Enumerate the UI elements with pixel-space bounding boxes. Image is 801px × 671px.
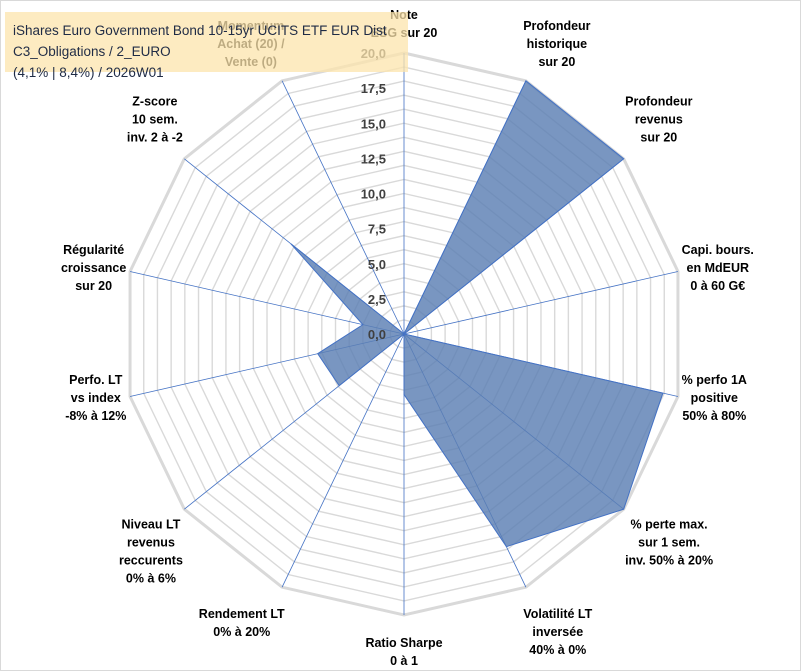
radar-axis-label-line: Volatilité LT <box>523 607 592 621</box>
radar-axis-label-line: Perfo. LT <box>69 373 123 387</box>
radar-series-area <box>290 80 664 548</box>
radar-axis-label-line: en MdEUR <box>687 261 750 275</box>
radar-axis-label-line: positive <box>691 391 738 405</box>
radar-axis-label-line: sur 20 <box>75 279 112 293</box>
radar-tick-label: 7,5 <box>368 222 386 237</box>
radar-axis-label-line: sur 1 sem. <box>638 536 700 550</box>
radar-axis-label: % perte max. sur 1 sem. inv. 50% à 20% <box>625 518 713 568</box>
radar-spoke <box>281 333 405 588</box>
radar-spoke <box>403 271 679 335</box>
radar-tick-label: 10,0 <box>361 187 386 202</box>
radar-axis-label-line: reccurents <box>119 554 183 568</box>
radar-axis-label: Z-score 10 sem. inv. 2 à -2 <box>127 94 183 144</box>
radar-axis-label-line: 40% à 0% <box>529 643 586 657</box>
radar-axis-label-line: historique <box>527 37 587 51</box>
radar-axis-label-line: 0 à 1 <box>390 654 418 668</box>
radar-axis-label-line: 50% à 80% <box>682 409 746 423</box>
radar-axis-label-line: Régularité <box>63 243 124 257</box>
radar-axis-label-line: croissance <box>61 261 126 275</box>
radar-axis-label-line: sur 20 <box>538 55 575 69</box>
radar-axis-label: Profondeur historique sur 20 <box>523 19 590 69</box>
radar-axis-label-line: Z-score <box>132 94 177 108</box>
radar-spoke <box>129 271 405 335</box>
radar-axis-label-line: Capi. bours. <box>682 243 754 257</box>
chart-title-fund: iShares Euro Government Bond 10-15yr UCI… <box>13 23 387 38</box>
radar-tick-label: 0,0 <box>368 327 386 342</box>
radar-axis-label-line: 0% à 20% <box>213 625 270 639</box>
radar-axis-label: Perfo. LT vs index -8% à 12% <box>65 373 126 423</box>
radar-axis-label-line: 10 sem. <box>132 112 178 126</box>
radar-axis-label-line: revenus <box>127 536 175 550</box>
radar-axis-label-line: inversée <box>532 625 583 639</box>
radar-axis-label-line: revenus <box>635 112 683 126</box>
radar-axis-label-line: Rendement LT <box>199 607 285 621</box>
radar-axis-label: Niveau LT revenus reccurents 0% à 6% <box>119 518 183 586</box>
radar-tick-label: 5,0 <box>368 257 386 272</box>
radar-tick-label: 12,5 <box>361 151 386 166</box>
radar-tick-label: 17,5 <box>361 81 386 96</box>
radar-axis-label: Régularité croissance sur 20 <box>61 243 126 293</box>
radar-spoke <box>281 80 405 335</box>
radar-axis-label-line: inv. 2 à -2 <box>127 130 183 144</box>
radar-axis-label-line: % perfo 1A <box>682 373 747 387</box>
radar-axis-label: Profondeur revenus sur 20 <box>625 94 692 144</box>
chart-title-box: iShares Euro Government Bond 10-15yr UCI… <box>5 12 408 80</box>
radar-axis-label: Ratio Sharpe 0 à 1 <box>365 636 442 668</box>
radar-tick-label: 2,5 <box>368 292 386 307</box>
radar-tick-labels: 0,02,55,07,510,012,515,017,520,0 <box>361 46 386 342</box>
radar-axis-label: % perfo 1A positive 50% à 80% <box>682 373 747 423</box>
radar-axis-label-line: vs index <box>71 391 121 405</box>
radar-axis-label-line: % perte max. <box>631 518 708 532</box>
radar-axis-label: Capi. bours. en MdEUR 0 à 60 G€ <box>682 243 754 293</box>
radar-axis-label-line: inv. 50% à 20% <box>625 554 713 568</box>
chart-title-category: C3_Obligations / 2_EURO <box>13 44 171 59</box>
radar-axis-label-line: sur 20 <box>640 130 677 144</box>
radar-axis-label-line: Profondeur <box>625 94 692 108</box>
radar-series <box>290 80 664 548</box>
radar-axis-label-line: Ratio Sharpe <box>365 636 442 650</box>
chart-title-period: (4,1% | 8,4%) / 2026W01 <box>13 65 164 80</box>
radar-axis-label-line: Profondeur <box>523 19 590 33</box>
radar-axis-label-line: 0% à 6% <box>126 572 176 586</box>
radar-axis-label-line: -8% à 12% <box>65 409 126 423</box>
radar-axis-label-line: 0 à 60 G€ <box>690 279 745 293</box>
radar-axis-label: Volatilité LT inversée 40% à 0% <box>523 607 592 657</box>
radar-axis-label: Rendement LT 0% à 20% <box>199 607 285 639</box>
radar-axis-label-line: Niveau LT <box>122 518 181 532</box>
radar-tick-label: 15,0 <box>361 116 386 131</box>
